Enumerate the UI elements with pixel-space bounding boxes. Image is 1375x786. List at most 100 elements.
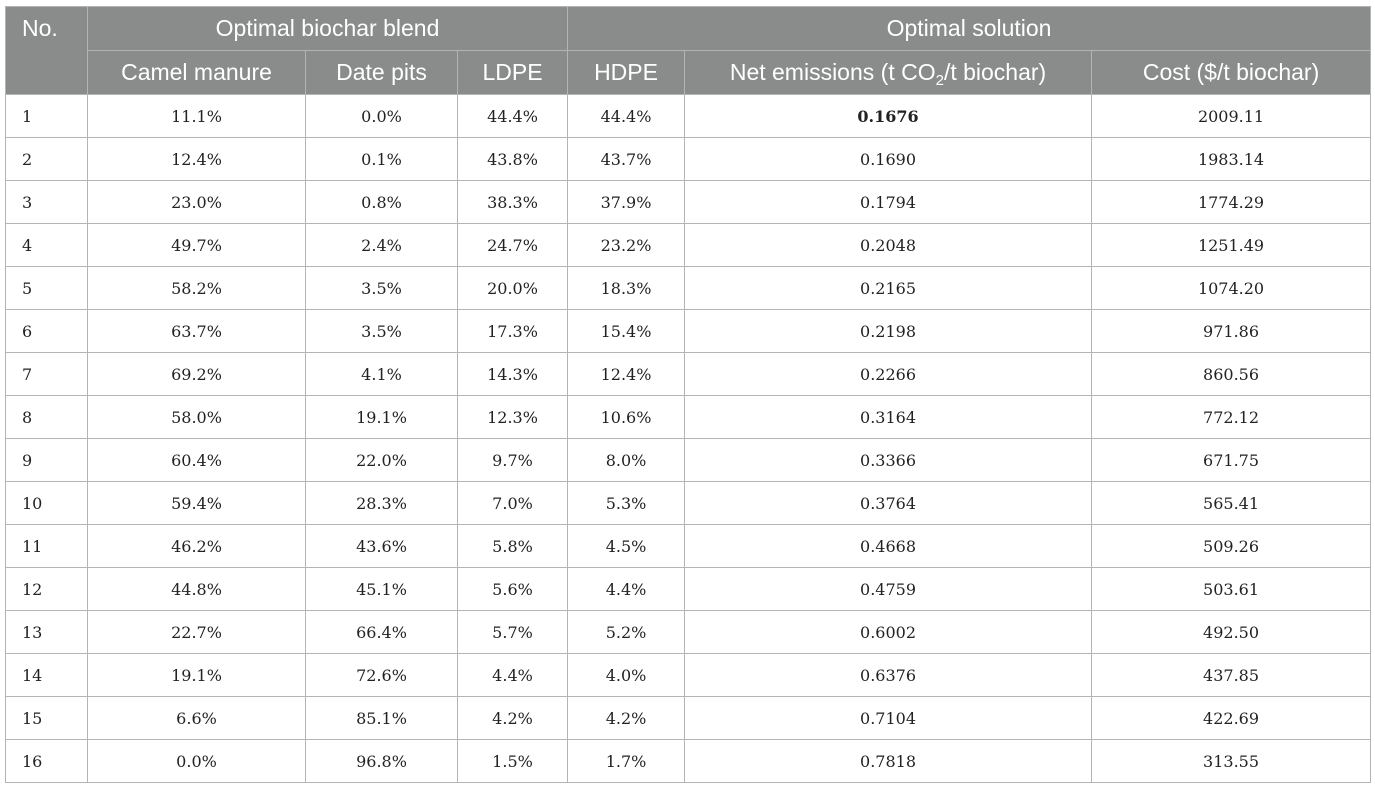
cell-cost: 1074.20 xyxy=(1091,266,1372,310)
cell-cost: 772.12 xyxy=(1091,395,1372,439)
cell-camel-manure: 6.6% xyxy=(87,696,306,740)
cell-hdpe: 4.2% xyxy=(567,696,686,740)
cell-net-emissions: 0.1676 xyxy=(684,94,1093,138)
cell-ldpe: 43.8% xyxy=(456,137,569,181)
cell-date-pits: 66.4% xyxy=(305,610,458,654)
cell-date-pits: 19.1% xyxy=(305,395,458,439)
cell-hdpe: 5.2% xyxy=(567,610,686,654)
header-cost: Cost ($/t biochar) xyxy=(1091,50,1372,95)
cell-ldpe: 9.7% xyxy=(456,438,569,482)
cell-hdpe: 4.4% xyxy=(567,567,686,611)
cell-no: 10 xyxy=(5,481,88,525)
cell-date-pits: 43.6% xyxy=(305,524,458,568)
cell-camel-manure: 12.4% xyxy=(87,137,306,181)
cell-no: 14 xyxy=(5,653,88,697)
cell-ldpe: 12.3% xyxy=(456,395,569,439)
cell-net-emissions: 0.7818 xyxy=(684,739,1093,783)
cell-no: 15 xyxy=(5,696,88,740)
cell-net-emissions: 0.2165 xyxy=(684,266,1093,310)
cell-cost: 313.55 xyxy=(1091,739,1372,783)
header-group-blend: Optimal biochar blend xyxy=(86,6,569,51)
cell-cost: 492.50 xyxy=(1091,610,1372,654)
table-row: 11 46.2% 43.6% 5.8% 4.5% 0.4668 509.26 xyxy=(5,524,1372,568)
cell-hdpe: 4.0% xyxy=(567,653,686,697)
table-row: 15 6.6% 85.1% 4.2% 4.2% 0.7104 422.69 xyxy=(5,696,1372,740)
cell-cost: 1983.14 xyxy=(1091,137,1372,181)
cell-no: 13 xyxy=(5,610,88,654)
cell-date-pits: 96.8% xyxy=(305,739,458,783)
cell-no: 9 xyxy=(5,438,88,482)
cell-cost: 860.56 xyxy=(1091,352,1372,396)
cell-hdpe: 12.4% xyxy=(567,352,686,396)
cell-hdpe: 18.3% xyxy=(567,266,686,310)
table-row: 3 23.0% 0.8% 38.3% 37.9% 0.1794 1774.29 xyxy=(5,180,1372,224)
results-table: No. Optimal biochar blend Optimal soluti… xyxy=(5,6,1372,783)
cell-camel-manure: 11.1% xyxy=(87,94,306,138)
cell-ldpe: 20.0% xyxy=(456,266,569,310)
cell-camel-manure: 59.4% xyxy=(87,481,306,525)
cell-date-pits: 0.1% xyxy=(305,137,458,181)
cell-camel-manure: 19.1% xyxy=(87,653,306,697)
cell-camel-manure: 46.2% xyxy=(87,524,306,568)
cell-no: 5 xyxy=(5,266,88,310)
cell-net-emissions: 0.4668 xyxy=(684,524,1093,568)
cell-date-pits: 0.0% xyxy=(305,94,458,138)
cell-cost: 503.61 xyxy=(1091,567,1372,611)
table-row: 9 60.4% 22.0% 9.7% 8.0% 0.3366 671.75 xyxy=(5,438,1372,482)
cell-date-pits: 28.3% xyxy=(305,481,458,525)
cell-camel-manure: 69.2% xyxy=(87,352,306,396)
table-row: 12 44.8% 45.1% 5.6% 4.4% 0.4759 503.61 xyxy=(5,567,1372,611)
cell-ldpe: 4.2% xyxy=(456,696,569,740)
cell-ldpe: 5.7% xyxy=(456,610,569,654)
cell-hdpe: 43.7% xyxy=(567,137,686,181)
cell-net-emissions: 0.3164 xyxy=(684,395,1093,439)
net-emissions-subscript: 2 xyxy=(935,72,944,89)
table-row: 5 58.2% 3.5% 20.0% 18.3% 0.2165 1074.20 xyxy=(5,266,1372,310)
cell-camel-manure: 44.8% xyxy=(87,567,306,611)
table-row: 6 63.7% 3.5% 17.3% 15.4% 0.2198 971.86 xyxy=(5,309,1372,353)
header-camel-manure: Camel manure xyxy=(87,50,306,95)
cell-net-emissions: 0.3366 xyxy=(684,438,1093,482)
cell-cost: 422.69 xyxy=(1091,696,1372,740)
cell-cost: 1251.49 xyxy=(1091,223,1372,267)
cell-hdpe: 44.4% xyxy=(567,94,686,138)
cell-camel-manure: 63.7% xyxy=(87,309,306,353)
header-group-solution: Optimal solution xyxy=(567,6,1372,51)
cell-ldpe: 4.4% xyxy=(456,653,569,697)
table-row: 10 59.4% 28.3% 7.0% 5.3% 0.3764 565.41 xyxy=(5,481,1372,525)
cell-hdpe: 5.3% xyxy=(567,481,686,525)
header-no: No. xyxy=(5,6,88,95)
header-date-pits: Date pits xyxy=(305,50,458,95)
cell-no: 12 xyxy=(5,567,88,611)
cell-ldpe: 17.3% xyxy=(456,309,569,353)
cell-date-pits: 85.1% xyxy=(305,696,458,740)
cell-no: 3 xyxy=(5,180,88,224)
cell-net-emissions: 0.3764 xyxy=(684,481,1093,525)
cell-cost: 437.85 xyxy=(1091,653,1372,697)
cell-no: 8 xyxy=(5,395,88,439)
cell-camel-manure: 49.7% xyxy=(87,223,306,267)
cell-no: 2 xyxy=(5,137,88,181)
cell-date-pits: 22.0% xyxy=(305,438,458,482)
cell-date-pits: 3.5% xyxy=(305,309,458,353)
cell-date-pits: 3.5% xyxy=(305,266,458,310)
cell-hdpe: 23.2% xyxy=(567,223,686,267)
table-header: No. Optimal biochar blend Optimal soluti… xyxy=(5,6,1372,95)
cell-cost: 2009.11 xyxy=(1091,94,1372,138)
net-emissions-suffix: /t biochar) xyxy=(943,59,1047,85)
cell-no: 1 xyxy=(5,94,88,138)
cell-ldpe: 1.5% xyxy=(456,739,569,783)
cell-camel-manure: 23.0% xyxy=(87,180,306,224)
cell-net-emissions: 0.2198 xyxy=(684,309,1093,353)
cell-net-emissions: 0.2266 xyxy=(684,352,1093,396)
cell-no: 11 xyxy=(5,524,88,568)
net-emissions-prefix: Net emissions (t CO xyxy=(729,59,936,85)
cell-date-pits: 0.8% xyxy=(305,180,458,224)
cell-date-pits: 72.6% xyxy=(305,653,458,697)
cell-hdpe: 1.7% xyxy=(567,739,686,783)
cell-no: 7 xyxy=(5,352,88,396)
cell-hdpe: 15.4% xyxy=(567,309,686,353)
table-body: 1 11.1% 0.0% 44.4% 44.4% 0.1676 2009.11 2 12.4% 0… xyxy=(5,94,1372,783)
cell-cost: 509.26 xyxy=(1091,524,1372,568)
table-row: 8 58.0% 19.1% 12.3% 10.6% 0.3164 772.12 xyxy=(5,395,1372,439)
